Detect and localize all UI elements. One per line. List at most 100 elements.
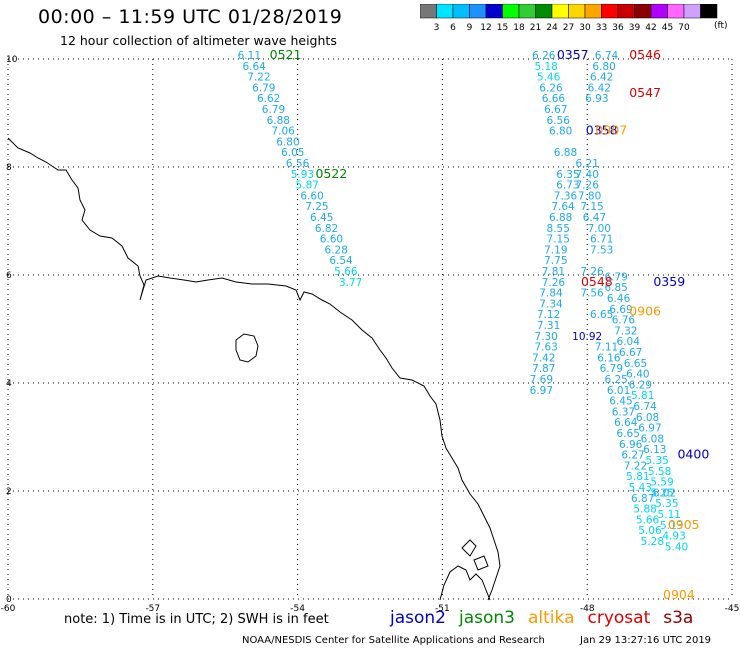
track-time-label: 0522 xyxy=(315,166,347,181)
wave-height-value: 5.06 xyxy=(638,525,662,537)
wave-height-value: 5.87 xyxy=(296,180,319,192)
wave-height-value: 6.65 xyxy=(617,428,640,440)
wave-height-value: 5.88 xyxy=(633,504,656,516)
wave-height-value: 6.74 xyxy=(633,401,657,413)
wave-height-value: 7.56 xyxy=(580,288,604,300)
legend-entry: s3a xyxy=(663,608,694,628)
track-time-label: 0521 xyxy=(270,47,302,62)
wave-height-value: 6.76 xyxy=(612,315,636,327)
scale-label: 42 xyxy=(645,23,656,33)
wave-height-value: 6.71 xyxy=(590,234,613,246)
legend-entry: jason2 xyxy=(390,608,446,628)
footer-credit: NOAA/NESDIS Center for Satellite Applica… xyxy=(242,635,545,646)
wave-height-value: 6.16 xyxy=(597,352,621,364)
wave-height-value: 7.75 xyxy=(544,255,567,267)
wave-height-value: 6.29 xyxy=(629,379,652,391)
track-time-label: 0358 xyxy=(586,123,618,138)
wave-height-value: 6.85 xyxy=(604,282,627,294)
wave-height-value: 6.28 xyxy=(325,244,348,256)
wave-height-value: 6.79 xyxy=(262,104,285,116)
wave-height-value: 6.62 xyxy=(257,93,280,105)
wave-height-value: 7.32 xyxy=(614,325,637,337)
scale-label: 6 xyxy=(450,23,456,33)
wave-height-value: 7.25 xyxy=(305,201,328,213)
y-tick-label: 0 xyxy=(6,595,12,605)
scale-unit: (ft) xyxy=(714,21,728,31)
wave-height-value: 7.42 xyxy=(532,352,555,364)
coastline-islands xyxy=(461,539,489,571)
wave-height-value: 6.11 xyxy=(238,50,261,62)
x-tick-label: -51 xyxy=(435,604,450,614)
wave-height-value: 5.59 xyxy=(650,477,673,489)
wave-height-value: 6.88 xyxy=(267,115,290,127)
wave-height-value: 7.53 xyxy=(590,244,613,256)
wave-height-value: 6.56 xyxy=(547,115,571,127)
wave-height-value: 7.31 xyxy=(537,320,560,332)
wave-height-value: 5.43 xyxy=(629,482,652,494)
wave-height-value: 7.22 xyxy=(624,460,647,472)
y-tick-label: 8 xyxy=(6,163,12,173)
wave-height-value: 6.79 xyxy=(600,363,623,375)
legend-entry: cryosat xyxy=(587,608,651,628)
legend-entry: jason3 xyxy=(459,608,515,628)
wave-height-value: 7.12 xyxy=(537,309,560,321)
scale-label: 3 xyxy=(434,23,440,33)
wave-height-value: 5.93 xyxy=(291,169,314,181)
footer-timestamp: Jan 29 13:27:16 UTC 2019 xyxy=(580,635,712,646)
wave-height-value: 7.84 xyxy=(539,288,563,300)
track-time-label: 0905 xyxy=(668,517,700,532)
track-time-label: 0357 xyxy=(557,47,589,62)
axis-tick-labels: -60 -57 -54 -51 -48 -45 0 2 4 6 8 10 xyxy=(1,55,740,614)
wave-height-value: 6.65 xyxy=(624,358,647,370)
scale-label: 18 xyxy=(513,23,525,33)
y-tick-label: 10 xyxy=(6,55,18,65)
wave-height-value: 5.11 xyxy=(658,509,681,521)
wave-height-value: 6.26 xyxy=(539,82,563,94)
note-text: note: 1) Time is in UTC; 2) SWH is in fe… xyxy=(64,612,329,627)
wave-height-value: 5.35 xyxy=(655,498,678,510)
wave-height-value: 7.26 xyxy=(576,180,600,192)
wave-height-value: 6.45 xyxy=(609,396,632,408)
wave-height-value: 7.80 xyxy=(578,190,601,202)
scale-label: 15 xyxy=(497,23,508,33)
track-time-label: 0904 xyxy=(663,587,695,602)
scale-label: 45 xyxy=(662,23,673,33)
coastline xyxy=(7,137,501,601)
y-tick-label: 4 xyxy=(6,379,12,389)
wave-height-value: 6.47 xyxy=(583,212,606,224)
wave-height-value: 7.06 xyxy=(271,126,295,138)
y-tick-label: 6 xyxy=(6,271,12,281)
wave-height-value: 7.36 xyxy=(554,190,578,202)
wave-height-value: 6.56 xyxy=(286,158,310,170)
wave-height-value: 6.67 xyxy=(544,104,567,116)
wave-height-value: 5.58 xyxy=(648,466,671,478)
coastline-inlet xyxy=(439,565,491,601)
wave-height-value: 6.13 xyxy=(643,444,666,456)
wave-height-color-scale: 3 6 9 12 15 18 21 24 27 30 33 36 39 42 45 70 xyxy=(420,4,718,33)
y-tick-label: 2 xyxy=(6,487,12,497)
wave-height-value: 6.08 xyxy=(636,412,659,424)
wave-height-value: 7.19 xyxy=(544,244,567,256)
wave-height-value: 7.11 xyxy=(595,342,618,354)
legend-entry: altika xyxy=(528,608,575,628)
x-tick-label: -60 xyxy=(1,604,16,614)
wave-height-value: 7.22 xyxy=(247,72,270,84)
wave-height-value: 7.40 xyxy=(576,169,599,181)
wave-height-value: 6.67 xyxy=(619,347,642,359)
wave-height-value: 6.40 xyxy=(626,369,649,381)
wave-height-value: 6.82 xyxy=(315,223,338,235)
scale-swatch xyxy=(700,4,718,19)
wave-height-value: 6.42 xyxy=(590,72,613,84)
wave-height-value: 3.77 xyxy=(339,277,362,289)
wave-height-value: 6.96 xyxy=(619,439,643,451)
track-time-label: 0359 xyxy=(653,274,685,289)
wave-height-value: 6.26 xyxy=(532,50,556,62)
x-tick-label: -57 xyxy=(145,604,160,614)
wave-height-value: 7.15 xyxy=(547,234,570,246)
wave-height-value: 7.81 xyxy=(542,266,565,278)
grid-lines xyxy=(7,58,733,600)
wave-height-value: 6.73 xyxy=(556,180,579,192)
wave-height-value: 6.80 xyxy=(592,61,615,73)
